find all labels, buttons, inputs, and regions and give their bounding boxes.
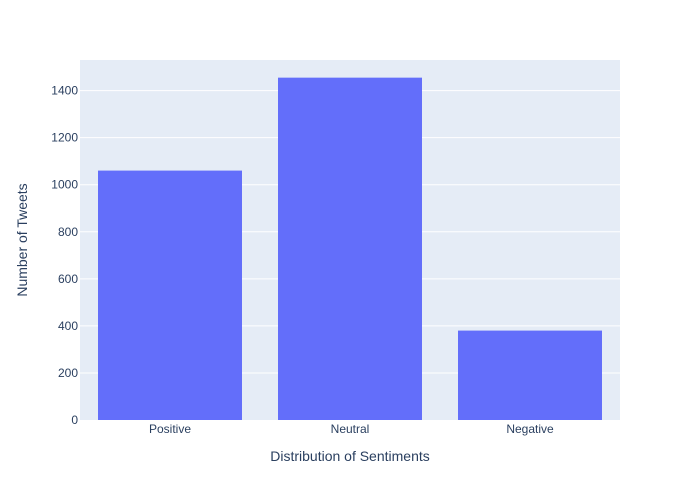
y-tick-label-400: 400 xyxy=(58,319,78,333)
y-axis-ticks: 0 200 400 600 800 1000 1200 1400 xyxy=(51,84,78,427)
bar-neutral[interactable] xyxy=(278,77,422,420)
x-tick-label-positive: Positive xyxy=(149,422,191,436)
y-tick-label-1400: 1400 xyxy=(51,84,78,98)
y-tick-label-200: 200 xyxy=(58,366,78,380)
bars xyxy=(98,77,602,420)
y-tick-label-1200: 1200 xyxy=(51,131,78,145)
y-tick-label-1000: 1000 xyxy=(51,178,78,192)
y-tick-label-0: 0 xyxy=(71,413,78,427)
y-axis-title: Number of Tweets xyxy=(14,183,30,296)
x-tick-label-neutral: Neutral xyxy=(331,422,370,436)
bar-negative[interactable] xyxy=(458,330,602,420)
x-tick-label-negative: Negative xyxy=(506,422,554,436)
x-axis-title: Distribution of Sentiments xyxy=(270,448,430,464)
bar-positive[interactable] xyxy=(98,170,242,420)
y-tick-label-600: 600 xyxy=(58,272,78,286)
y-tick-label-800: 800 xyxy=(58,225,78,239)
x-axis-ticks: Positive Neutral Negative xyxy=(149,422,554,436)
